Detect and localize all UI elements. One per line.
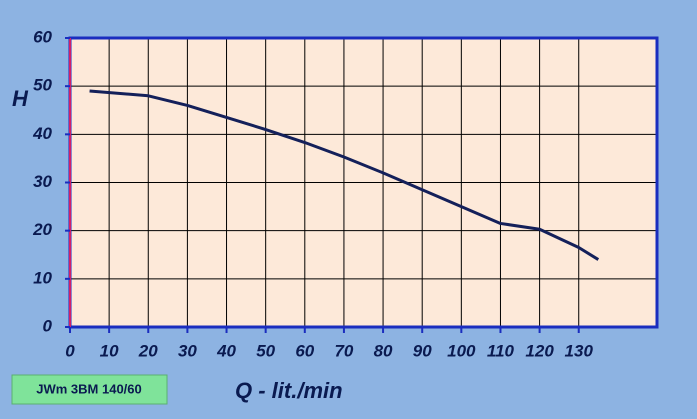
x-tick-label: 30: [178, 341, 197, 360]
y-tick-label: 50: [33, 76, 52, 95]
y-tick-label: 0: [43, 316, 53, 335]
x-tick-label: 10: [100, 341, 119, 360]
x-tick-label: 70: [334, 341, 353, 360]
y-tick-label: 40: [32, 124, 52, 143]
x-tick-label: 20: [138, 341, 158, 360]
x-tick-label: 60: [295, 341, 314, 360]
x-tick-label: 50: [256, 341, 275, 360]
x-axis-label: Q - lit./min: [235, 378, 343, 403]
y-tick-label: 10: [33, 268, 52, 287]
label-text: JWm 3BM 140/60: [36, 381, 142, 396]
x-tick-label: 90: [413, 341, 432, 360]
x-tick-label: 80: [374, 341, 393, 360]
curve: [89, 89, 600, 261]
x-tick-label: 100: [447, 341, 476, 360]
y-tick-label: 20: [32, 220, 52, 239]
x-tick-label: 40: [216, 341, 236, 360]
x-tick-label: 0: [65, 341, 75, 360]
y-tick-label: 30: [33, 172, 52, 191]
y-axis-label: H: [12, 86, 29, 111]
y-tick-label: 60: [33, 27, 52, 46]
x-tick-label: 110: [487, 341, 515, 360]
label-box: [11, 374, 168, 405]
x-tick-label: 120: [525, 341, 554, 360]
x-tick-label: 130: [565, 341, 594, 360]
